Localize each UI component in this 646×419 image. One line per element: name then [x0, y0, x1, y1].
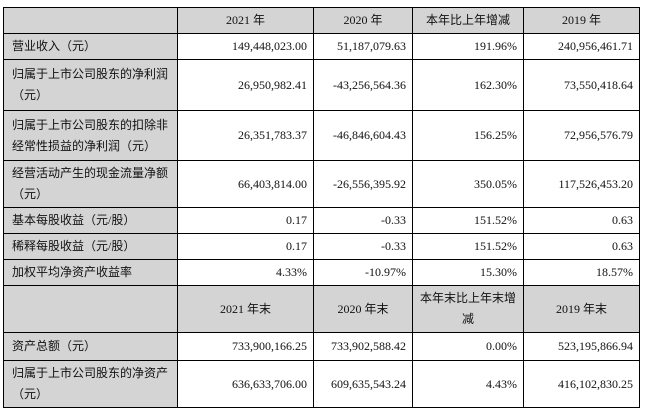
- col-header-2020-yearend: 2020 年末: [313, 285, 413, 333]
- value-cell: 149,448,023.00: [177, 33, 314, 60]
- value-cell: -10.97%: [313, 259, 413, 286]
- row-label-cell: 归属于上市公司股东的扣除非经常性损益的净利润（元）: [3, 110, 178, 161]
- row-label-cell: 归属于上市公司股东的净资产（元）: [3, 360, 178, 408]
- row-label-cell: 基本每股收益（元/股）: [3, 207, 178, 234]
- col-header-yoy-change: 本年比上年增减: [412, 7, 524, 34]
- value-cell: 26,351,783.37: [177, 110, 314, 161]
- value-cell: 72,956,576.79: [523, 110, 640, 161]
- table-row-operating-cash-flow: 经营活动产生的现金流量净额（元） 66,403,814.00 -26,556,3…: [3, 160, 640, 208]
- value-cell: 523,195,866.94: [523, 332, 640, 361]
- value-cell: 26,950,982.41: [177, 59, 314, 111]
- table-row-total-assets: 资产总额（元） 733,900,166.25 733,902,588.42 0.…: [3, 332, 640, 361]
- col-header-2020: 2020 年: [313, 7, 413, 34]
- financial-summary-table: 2021 年 2020 年 本年比上年增减 2019 年 营业收入（元） 149…: [3, 7, 640, 408]
- value-cell: 4.33%: [177, 259, 314, 286]
- table-row-basic-eps: 基本每股收益（元/股） 0.17 -0.33 151.52% 0.63: [3, 207, 640, 234]
- table-row-revenue: 营业收入（元） 149,448,023.00 51,187,079.63 191…: [3, 33, 640, 60]
- row-label-cell: 稀释每股收益（元/股）: [3, 233, 178, 260]
- col-header-2021: 2021 年: [177, 7, 314, 34]
- col-header-2019: 2019 年: [523, 7, 640, 34]
- value-cell: 350.05%: [412, 160, 524, 208]
- value-cell: 0.17: [177, 207, 314, 234]
- value-cell: 162.30%: [412, 59, 524, 111]
- value-cell: 4.43%: [412, 360, 524, 408]
- value-cell: 609,635,543.24: [313, 360, 413, 408]
- value-cell: 117,526,453.20: [523, 160, 640, 208]
- value-cell: 18.57%: [523, 259, 640, 286]
- value-cell: 0.17: [177, 233, 314, 260]
- value-cell: 15.30%: [412, 259, 524, 286]
- table-row-net-assets: 归属于上市公司股东的净资产（元） 636,633,706.00 609,635,…: [3, 360, 640, 408]
- header-row-yearend: 2021 年末 2020 年末 本年末比上年末增减 2019 年末: [3, 285, 640, 333]
- col-header-2021-yearend: 2021 年末: [177, 285, 314, 333]
- value-cell: 73,550,418.64: [523, 59, 640, 111]
- table-row-net-profit: 归属于上市公司股东的净利润（元） 26,950,982.41 -43,256,5…: [3, 59, 640, 111]
- value-cell: -0.33: [313, 207, 413, 234]
- value-cell: 636,633,706.00: [177, 360, 314, 408]
- table-row-diluted-eps: 稀释每股收益（元/股） 0.17 -0.33 151.52% 0.63: [3, 233, 640, 260]
- value-cell: 151.52%: [412, 233, 524, 260]
- row-label-cell: 营业收入（元）: [3, 33, 178, 60]
- row-label-cell: 经营活动产生的现金流量净额（元）: [3, 160, 178, 208]
- value-cell: 191.96%: [412, 33, 524, 60]
- row-label-cell: 资产总额（元）: [3, 332, 178, 361]
- value-cell: -43,256,564.36: [313, 59, 413, 111]
- table-row-weighted-avg-roe: 加权平均净资产收益率 4.33% -10.97% 15.30% 18.57%: [3, 259, 640, 286]
- value-cell: 416,102,830.25: [523, 360, 640, 408]
- value-cell: 733,900,166.25: [177, 332, 314, 361]
- value-cell: 733,902,588.42: [313, 332, 413, 361]
- value-cell: 66,403,814.00: [177, 160, 314, 208]
- value-cell: -46,846,604.43: [313, 110, 413, 161]
- row-label-cell: 归属于上市公司股东的净利润（元）: [3, 59, 178, 111]
- value-cell: 151.52%: [412, 207, 524, 234]
- value-cell: 0.63: [523, 233, 640, 260]
- value-cell: 0.63: [523, 207, 640, 234]
- table-row-net-profit-excl-nonrecurring: 归属于上市公司股东的扣除非经常性损益的净利润（元） 26,351,783.37 …: [3, 110, 640, 161]
- header-row-annual: 2021 年 2020 年 本年比上年增减 2019 年: [3, 7, 640, 34]
- row-label-cell: 加权平均净资产收益率: [3, 259, 178, 286]
- value-cell: 0.00%: [412, 332, 524, 361]
- col-header-2019-yearend: 2019 年末: [523, 285, 640, 333]
- value-cell: 51,187,079.63: [313, 33, 413, 60]
- value-cell: -0.33: [313, 233, 413, 260]
- value-cell: 240,956,461.71: [523, 33, 640, 60]
- corner-cell: [3, 7, 178, 34]
- corner-cell: [3, 285, 178, 333]
- col-header-yearend-change: 本年末比上年末增减: [412, 285, 524, 333]
- value-cell: -26,556,395.92: [313, 160, 413, 208]
- value-cell: 156.25%: [412, 110, 524, 161]
